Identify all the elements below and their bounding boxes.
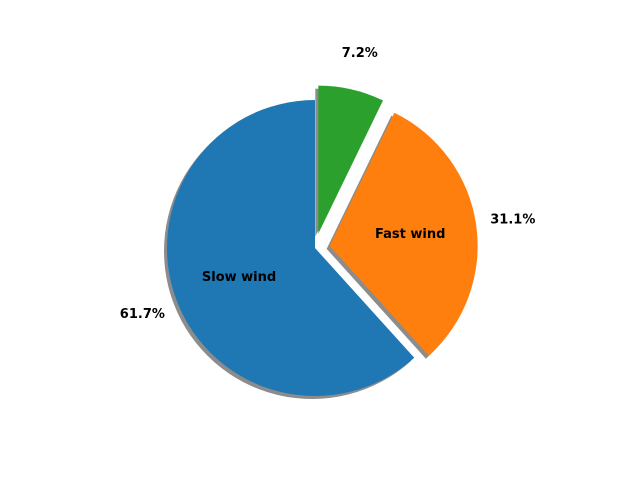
slice-layer — [167, 85, 478, 397]
slow-wind-percent-label: 61.7% — [120, 307, 165, 322]
label-layer: 61.7% Slow wind 31.1% Fast wind 7.2% — [120, 46, 536, 322]
slice-2-percent-label: 7.2% — [342, 46, 378, 61]
fast-wind-percent-label: 31.1% — [490, 212, 535, 227]
slow-wind-wedge — [167, 100, 415, 397]
slice-2-wedge — [318, 85, 384, 234]
slow-wind-name-label: Slow wind — [202, 270, 276, 285]
fast-wind-wedge — [329, 112, 478, 356]
fast-wind-name-label: Fast wind — [375, 227, 445, 242]
